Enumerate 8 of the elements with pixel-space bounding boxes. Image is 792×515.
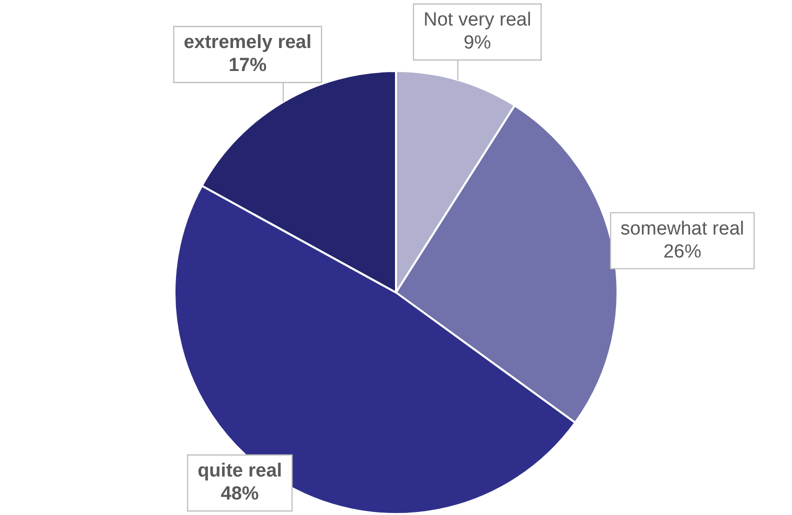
- slice-label: Not very real: [423, 10, 532, 31]
- data-label: 48%: [220, 484, 259, 505]
- slice-label: somewhat real: [620, 218, 744, 240]
- slice-label: extremely real: [184, 32, 312, 54]
- slice-label: quite real: [198, 460, 282, 482]
- data-label: 9%: [464, 32, 492, 54]
- data-label: 26%: [663, 241, 702, 262]
- data-label: 17%: [228, 55, 267, 76]
